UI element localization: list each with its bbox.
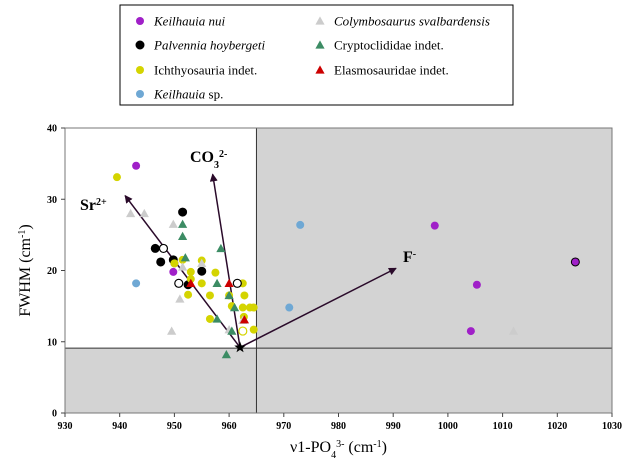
x-tick-label: 1030 xyxy=(602,421,622,432)
data-point xyxy=(167,326,177,335)
legend: Keilhauia nui Palvennia hoybergeti Ichthyo… xyxy=(119,4,514,106)
legend-label: Colymbosaurus svalbardensis xyxy=(334,14,490,29)
data-point xyxy=(158,243,169,254)
data-point xyxy=(186,278,196,288)
y-tick-label: 10 xyxy=(47,337,57,348)
y-tick-label: 40 xyxy=(47,124,57,135)
data-point xyxy=(205,314,214,323)
x-tick-label: 990 xyxy=(386,421,401,432)
x-tick-label: 960 xyxy=(222,421,237,432)
vector-label: Sr2+ xyxy=(80,197,107,215)
data-point xyxy=(570,257,580,267)
legend-marker xyxy=(135,40,145,50)
data-point xyxy=(472,280,481,289)
data-point xyxy=(227,326,237,335)
data-point xyxy=(466,327,475,336)
shaded-region xyxy=(256,128,612,413)
y-tick-label: 30 xyxy=(47,195,57,206)
legend-marker xyxy=(315,16,325,25)
data-point xyxy=(296,220,305,229)
vector-label: F- xyxy=(403,249,416,267)
plot-area: 930 940 950 960 970 980 990 1000 1010 1020 1030010… xyxy=(17,124,623,460)
shaded-region xyxy=(65,348,257,413)
data-point xyxy=(240,291,249,300)
data-point xyxy=(249,325,258,334)
data-point xyxy=(156,257,166,267)
x-tick-label: 1010 xyxy=(493,421,513,432)
legend-label: Cryptoclididae indet. xyxy=(334,38,444,53)
data-point xyxy=(184,290,193,299)
data-point xyxy=(229,302,240,312)
x-tick-label: 950 xyxy=(167,421,182,432)
legend-marker xyxy=(315,40,325,49)
legend-label: Keilhauia sp. xyxy=(153,87,223,102)
data-point xyxy=(178,262,188,271)
data-point xyxy=(178,219,188,228)
data-point xyxy=(211,268,220,277)
legend-label: Elasmosauridae indet. xyxy=(334,63,449,78)
data-point xyxy=(232,278,242,288)
data-point xyxy=(212,314,222,323)
data-point xyxy=(224,290,234,300)
x-tick-label: 1020 xyxy=(547,421,567,432)
data-point xyxy=(132,161,141,170)
data-point xyxy=(224,278,234,288)
legend-marker xyxy=(136,66,144,74)
legend-box xyxy=(119,4,514,106)
origin-star xyxy=(234,341,246,353)
x-axis-title: ν1-PO43- (cm-1) xyxy=(290,439,387,460)
data-point xyxy=(174,278,184,288)
data-point xyxy=(132,279,141,288)
data-point xyxy=(169,267,178,276)
vector-arrow xyxy=(239,267,397,349)
data-point xyxy=(216,243,226,253)
y-axis-title: FWHM (cm-1) xyxy=(17,224,35,316)
data-point xyxy=(212,278,222,288)
legend-marker xyxy=(315,65,325,74)
data-point xyxy=(205,291,214,300)
x-tick-label: 1000 xyxy=(438,421,458,432)
data-point xyxy=(249,303,258,312)
legend-marker xyxy=(136,90,144,98)
data-point xyxy=(178,231,188,240)
data-point xyxy=(285,303,294,312)
legend-marker xyxy=(136,17,144,25)
data-point xyxy=(238,326,248,336)
x-tick-label: 980 xyxy=(331,421,346,432)
data-point xyxy=(112,173,121,182)
x-tick-label: 970 xyxy=(276,421,291,432)
data-point xyxy=(221,349,231,359)
y-tick-label: 20 xyxy=(47,266,57,277)
x-tick-label: 940 xyxy=(112,421,127,432)
data-point xyxy=(139,208,149,218)
data-point xyxy=(238,303,247,312)
vector-label: CO32- xyxy=(190,149,227,171)
data-point xyxy=(508,326,519,335)
data-point xyxy=(239,315,250,324)
vector-arrow xyxy=(209,173,241,348)
data-point xyxy=(197,258,207,268)
data-point xyxy=(430,221,439,230)
x-tick-label: 930 xyxy=(58,421,73,432)
data-point xyxy=(168,219,178,228)
data-point xyxy=(170,259,179,268)
data-point xyxy=(178,207,188,217)
data-point xyxy=(197,266,207,276)
data-point xyxy=(180,253,190,262)
y-tick-label: 0 xyxy=(52,409,57,420)
data-point xyxy=(186,267,195,276)
data-point xyxy=(175,294,185,303)
data-point xyxy=(126,208,136,218)
legend-label: Ichthyosauria indet. xyxy=(154,63,257,78)
legend-label: Keilhauia nui xyxy=(153,14,226,29)
legend-label: Palvennia hoybergeti xyxy=(153,38,265,53)
vector-arrow xyxy=(124,194,241,348)
data-point xyxy=(197,279,206,288)
data-point xyxy=(150,243,160,253)
